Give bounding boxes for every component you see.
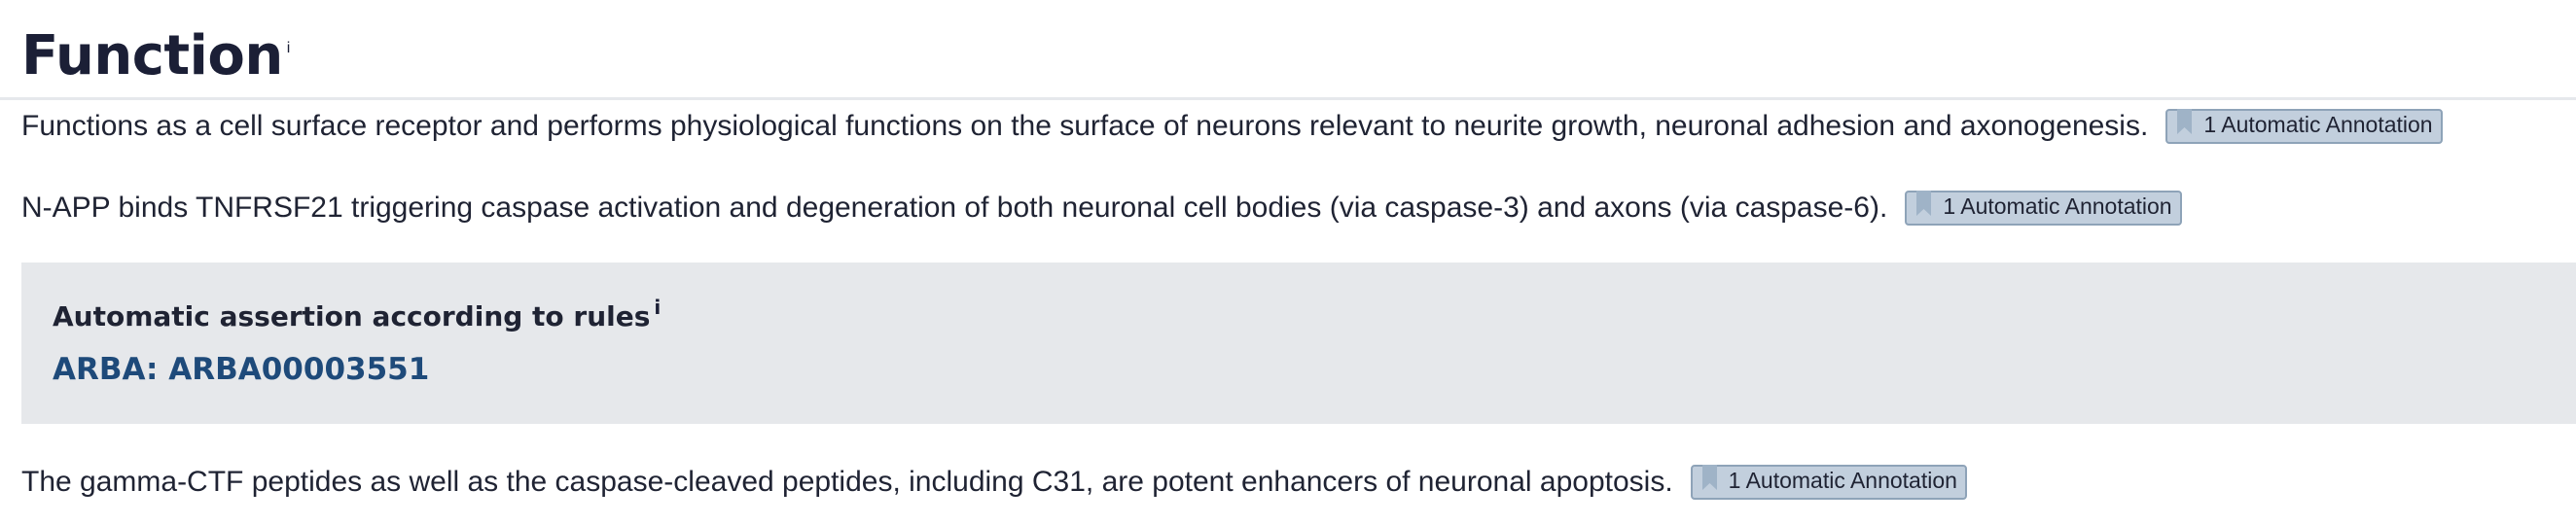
bookmark-icon: [1701, 465, 1717, 490]
evidence-badge-label: 1 Automatic Annotation: [2203, 112, 2433, 137]
paragraph-text: Functions as a cell surface receptor and…: [21, 110, 2149, 142]
section-info-link[interactable]: i: [286, 40, 291, 56]
section-title: Function: [21, 24, 283, 88]
rule-box-title: Automatic assertion according to rules i: [53, 298, 661, 336]
evidence-badge[interactable]: 1 Automatic Annotation: [2165, 109, 2443, 144]
arba-rule-link[interactable]: ARBA: ARBA00003551: [53, 352, 430, 387]
section-divider: [0, 97, 2576, 100]
function-paragraph: The gamma-CTF peptides as well as the ca…: [21, 463, 1967, 502]
paragraph-text: N-APP binds TNFRSF21 triggering caspase …: [21, 192, 1888, 224]
rule-box-title-text: Automatic assertion according to rules: [53, 300, 651, 332]
evidence-badge-label: 1 Automatic Annotation: [1943, 193, 2172, 219]
bookmark-icon: [1916, 191, 1932, 216]
paragraph-text: The gamma-CTF peptides as well as the ca…: [21, 466, 1673, 498]
rule-info-link[interactable]: i: [654, 296, 662, 319]
automatic-assertion-box: Automatic assertion according to rules i…: [21, 262, 2576, 424]
evidence-badge[interactable]: 1 Automatic Annotation: [1905, 191, 2182, 226]
function-paragraph: N-APP binds TNFRSF21 triggering caspase …: [21, 189, 2182, 228]
bookmark-icon: [2177, 109, 2193, 134]
function-paragraph: Functions as a cell surface receptor and…: [21, 107, 2443, 146]
evidence-badge-label: 1 Automatic Annotation: [1728, 468, 1957, 493]
evidence-badge[interactable]: 1 Automatic Annotation: [1690, 465, 1967, 500]
section-header: Function i: [21, 14, 290, 99]
